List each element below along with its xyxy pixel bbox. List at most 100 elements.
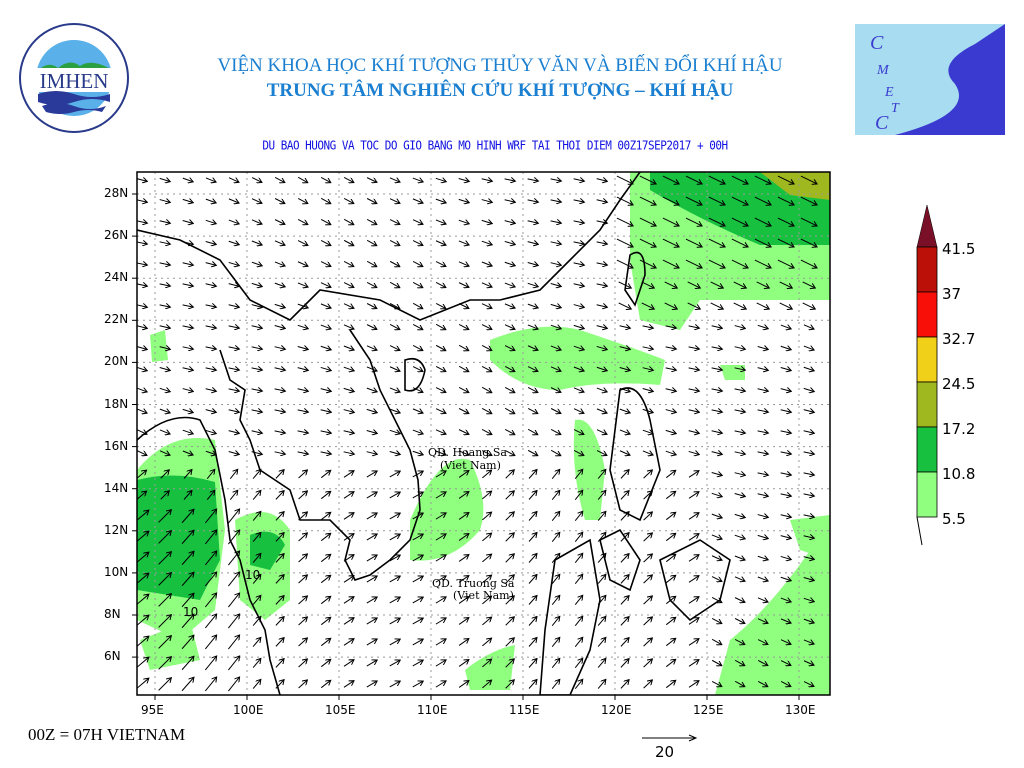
wind-arrow [229, 490, 237, 501]
label-truong-sa-country: (Viet Nam) [453, 589, 514, 602]
legend-triangle [916, 204, 938, 248]
wind-arrow [389, 681, 401, 688]
wind-arrow [708, 217, 725, 226]
wind-arrow [389, 260, 400, 266]
wind-arrow [573, 408, 584, 414]
lat-tick-label: 26N [104, 228, 129, 243]
wind-arrow [458, 681, 469, 688]
wind-arrow [685, 217, 702, 226]
wind-arrow [435, 618, 446, 625]
wind-arrow [803, 431, 815, 434]
wind-arrow [550, 242, 562, 244]
wind-arrow [734, 556, 745, 560]
wind-arrow [412, 534, 423, 541]
wind-arrow [228, 241, 239, 245]
lat-tick-label: 8N [104, 607, 121, 621]
wind-arrow [734, 347, 746, 350]
wind-arrow [734, 535, 745, 539]
wind-arrow [550, 449, 561, 455]
wind-arrow [620, 659, 629, 668]
wind-arrow [642, 389, 654, 392]
wind-arrow [596, 221, 608, 223]
wind-arrow [616, 259, 633, 268]
wind-arrow [574, 553, 582, 564]
svg-text:E: E [884, 85, 894, 100]
wind-arrow [619, 430, 630, 434]
lon-tick-label: 130E [785, 703, 816, 717]
wind-arrow [688, 597, 699, 604]
wind-arrow [137, 346, 148, 349]
wind-arrow [204, 509, 216, 524]
wind-arrow [664, 302, 678, 309]
wind-arrow [343, 177, 354, 182]
wind-arrow [803, 388, 815, 391]
wind-arrow [412, 451, 423, 455]
wind-arrow [573, 346, 584, 350]
label-hoang-sa: QD. Hoang Sa [428, 446, 507, 459]
wind-arrow [596, 284, 608, 286]
wind-arrow [641, 281, 655, 288]
wind-arrow [158, 552, 172, 565]
wind-arrow [228, 572, 239, 587]
wind-arrow [275, 617, 284, 626]
wind-arrow [343, 239, 354, 245]
wind-arrow [274, 389, 286, 391]
wind-arrow [251, 410, 263, 412]
wind-arrow [665, 451, 676, 455]
wind-arrow [389, 451, 401, 454]
wind-arrow [251, 241, 262, 245]
wind-arrow [688, 389, 700, 391]
wind-arrow [639, 217, 656, 226]
wind-arrow [639, 196, 656, 205]
wind-arrow [734, 431, 746, 433]
wind-arrow [619, 367, 631, 370]
wind-arrow [297, 410, 309, 412]
wind-arrow [366, 177, 377, 183]
wind-arrow [527, 366, 538, 372]
wind-arrow [320, 346, 331, 350]
wind-arrow [733, 281, 747, 288]
wind-arrow [780, 389, 792, 392]
wind-arrow [343, 681, 354, 688]
wind-arrow [574, 595, 582, 606]
legend-level-label: 41.5 [942, 240, 976, 258]
wind-arrow [665, 512, 675, 521]
wind-arrow [688, 492, 699, 499]
wind-arrow [458, 261, 469, 266]
wind-arrow [620, 512, 629, 521]
wind-arrow [734, 638, 745, 644]
wind-arrow [297, 240, 308, 246]
legend-swatch [916, 246, 938, 293]
wind-arrow [298, 638, 308, 647]
wind-arrow [711, 410, 723, 412]
wind-arrow [389, 177, 400, 182]
wind-arrow [204, 656, 216, 671]
wind-arrow [756, 302, 770, 309]
wind-arrow [757, 473, 769, 475]
wind-arrow [688, 347, 700, 349]
wind-arrow [275, 638, 284, 647]
wind-arrow [780, 556, 792, 559]
svg-text:T: T [891, 101, 900, 116]
wind-arrow [711, 638, 722, 644]
wind-arrow [780, 536, 792, 539]
wind-arrow [643, 491, 653, 500]
wind-arrow [551, 658, 560, 668]
wind-arrow [757, 494, 769, 497]
wind-arrow [757, 431, 769, 433]
wind-arrow [619, 347, 631, 350]
wind-arrow [137, 263, 148, 265]
wind-arrow [158, 615, 172, 628]
wind-arrow [688, 513, 699, 520]
wind-arrow [688, 326, 700, 328]
wind-arrow [731, 217, 748, 226]
wind-arrow [616, 238, 633, 247]
wind-arrow [505, 533, 515, 542]
wind-arrow [685, 196, 702, 205]
wind-arrow [458, 220, 469, 224]
wind-arrow [597, 658, 606, 668]
wind-arrow [204, 614, 216, 629]
wind-arrow [343, 303, 354, 309]
wind-arrow [687, 281, 701, 288]
lat-tick-label: 18N [104, 396, 129, 411]
